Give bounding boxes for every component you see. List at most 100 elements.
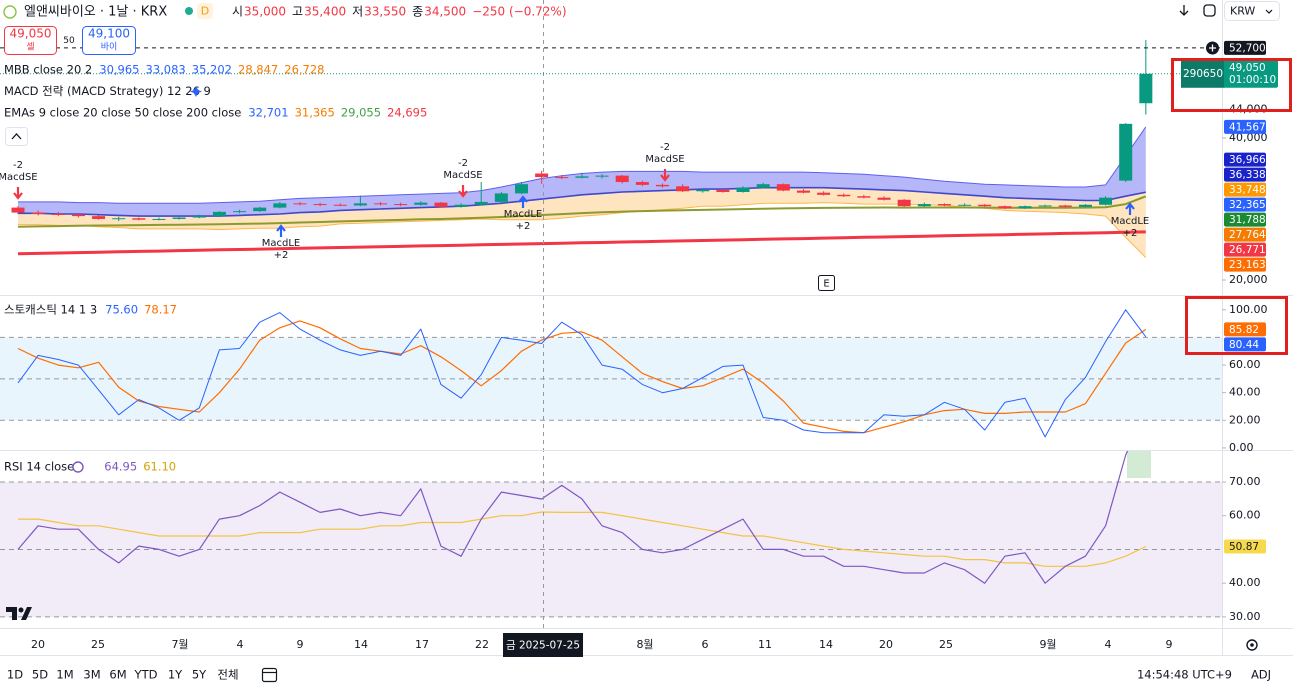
legend-value: 61.10: [143, 460, 176, 474]
ohlc-label: 종: [412, 5, 423, 19]
candle-body: [293, 203, 307, 205]
download-icon[interactable]: [1179, 5, 1189, 16]
stoch-d-line: [17, 320, 1147, 434]
x-tick-label: 17: [415, 638, 429, 651]
x-tick-label: 6: [702, 638, 709, 651]
candle-body: [132, 218, 146, 220]
axis-badge-label: 80.44: [1229, 339, 1259, 351]
bb-lower-fill: [18, 187, 1146, 258]
candle-body: [877, 197, 891, 200]
sell-button[interactable]: [4, 26, 57, 55]
ohlc-value: 33,550: [364, 5, 406, 19]
currency-caret: [1265, 9, 1273, 14]
highlight-box: [1185, 296, 1288, 355]
legend-title: 스토캐스틱 14 1 3: [4, 303, 97, 317]
settings-icon[interactable]: [1246, 639, 1258, 651]
timeframe-button[interactable]: 6M: [109, 668, 126, 682]
x-tick-label: 4: [1105, 638, 1112, 651]
candle-body: [736, 187, 750, 192]
candle-body: [212, 211, 226, 217]
collapse-icon: [11, 133, 22, 140]
signal-qty: -2: [458, 158, 468, 169]
rsi-line: [17, 451, 1129, 584]
badge-extra-bg: [1181, 59, 1225, 88]
candle-body: [253, 207, 267, 212]
crosshair-label-bg: [503, 633, 583, 657]
candle-body: [434, 202, 448, 207]
x-tick-label: 14: [819, 638, 833, 651]
timeframe-button[interactable]: 전체: [217, 668, 238, 682]
symbol-logo: [3, 5, 17, 19]
sell-label: 셀: [26, 42, 34, 53]
sell-price: 49,050: [10, 27, 52, 41]
candle-body: [11, 207, 25, 213]
axis-badge-label: 26,771: [1229, 244, 1266, 256]
axis-badge-label: 85.82: [1229, 324, 1259, 336]
timeframe-button[interactable]: 5D: [32, 668, 48, 682]
axis-badge-label: 50.87: [1229, 541, 1259, 553]
candle-body: [817, 192, 831, 195]
axis-badge: [1224, 167, 1266, 182]
candle-body: [958, 204, 972, 206]
timeframe-button[interactable]: 5Y: [192, 668, 207, 682]
candle-body: [1038, 205, 1052, 207]
status-dot: [185, 7, 193, 15]
rsi-overbought-fill: [1127, 451, 1151, 478]
candle-body: [152, 218, 166, 220]
change: −250 (−0.72%): [472, 5, 566, 19]
rsi-icon: [72, 461, 84, 473]
symbol-title[interactable]: 엘앤씨바이오 · 1날 · KRX: [24, 5, 167, 20]
timeframe-button[interactable]: YTD: [134, 668, 158, 682]
candle-body: [494, 193, 508, 202]
collapse-button[interactable]: [5, 127, 28, 146]
ema200-line: [17, 230, 1146, 256]
ohlc: 시 35,000 고 35,400 저 33,550 종 34,500 −250 (−0.72%…: [232, 5, 567, 19]
candle-body: [796, 190, 810, 193]
candle-body: [1078, 204, 1092, 207]
signal-qty: +2: [274, 250, 289, 261]
x-tick-label: 25: [939, 638, 953, 651]
refresh-icon[interactable]: [1203, 4, 1216, 17]
axis-badge: [1224, 182, 1266, 197]
stoch-k-line: [17, 309, 1147, 438]
footer: 1D 5D 1M 3M 6M YTD 1Y 5Y 전체 14:54:48 UTC+9 ADJ: [7, 668, 1271, 682]
event-marker[interactable]: [818, 275, 835, 291]
timeframe-button[interactable]: 1D: [7, 668, 23, 682]
calendar-icon[interactable]: [261, 667, 278, 683]
candle-body: [595, 175, 609, 177]
timeframe-button[interactable]: 1Y: [168, 668, 183, 682]
axis-badge-label: 41,567: [1229, 121, 1266, 133]
signal-arrow: [13, 187, 23, 200]
timeframe-button[interactable]: 3M: [83, 668, 100, 682]
buy-button[interactable]: [82, 26, 136, 55]
candle-body: [374, 203, 388, 205]
currency-button[interactable]: [1224, 1, 1280, 21]
legend-value: 28,847: [238, 63, 278, 77]
legend-value: 30,965: [99, 63, 139, 77]
adj-button[interactable]: ADJ: [1251, 668, 1271, 682]
legend-title: MBB close 20 2: [4, 63, 92, 77]
timeframe-button[interactable]: 1M: [56, 668, 73, 682]
clock[interactable]: 14:54:48 UTC+9: [1137, 668, 1232, 682]
bb-lower-line: [18, 202, 1147, 258]
event-label: E: [823, 279, 829, 290]
add-alert-icon: [1209, 44, 1216, 52]
x-tick-label: 9: [1166, 638, 1173, 651]
candle-body: [978, 204, 992, 207]
candle-body: [71, 214, 85, 217]
candle-body: [454, 204, 468, 207]
candle-body: [635, 182, 649, 185]
bb-upper-fill: [18, 126, 1146, 217]
axis-badge-label: 52,700: [1229, 42, 1266, 54]
legend-value: 78.17: [144, 303, 177, 317]
ohlc-label: 시: [232, 5, 243, 19]
spread: 50: [63, 36, 75, 46]
signal-label: MacdLE: [262, 238, 301, 249]
candle-body: [31, 212, 45, 214]
legend-value: 35,202: [192, 63, 232, 77]
buy-label: 바이: [101, 42, 118, 53]
candle-body: [333, 204, 347, 206]
signal-qty: +2: [1123, 228, 1138, 239]
